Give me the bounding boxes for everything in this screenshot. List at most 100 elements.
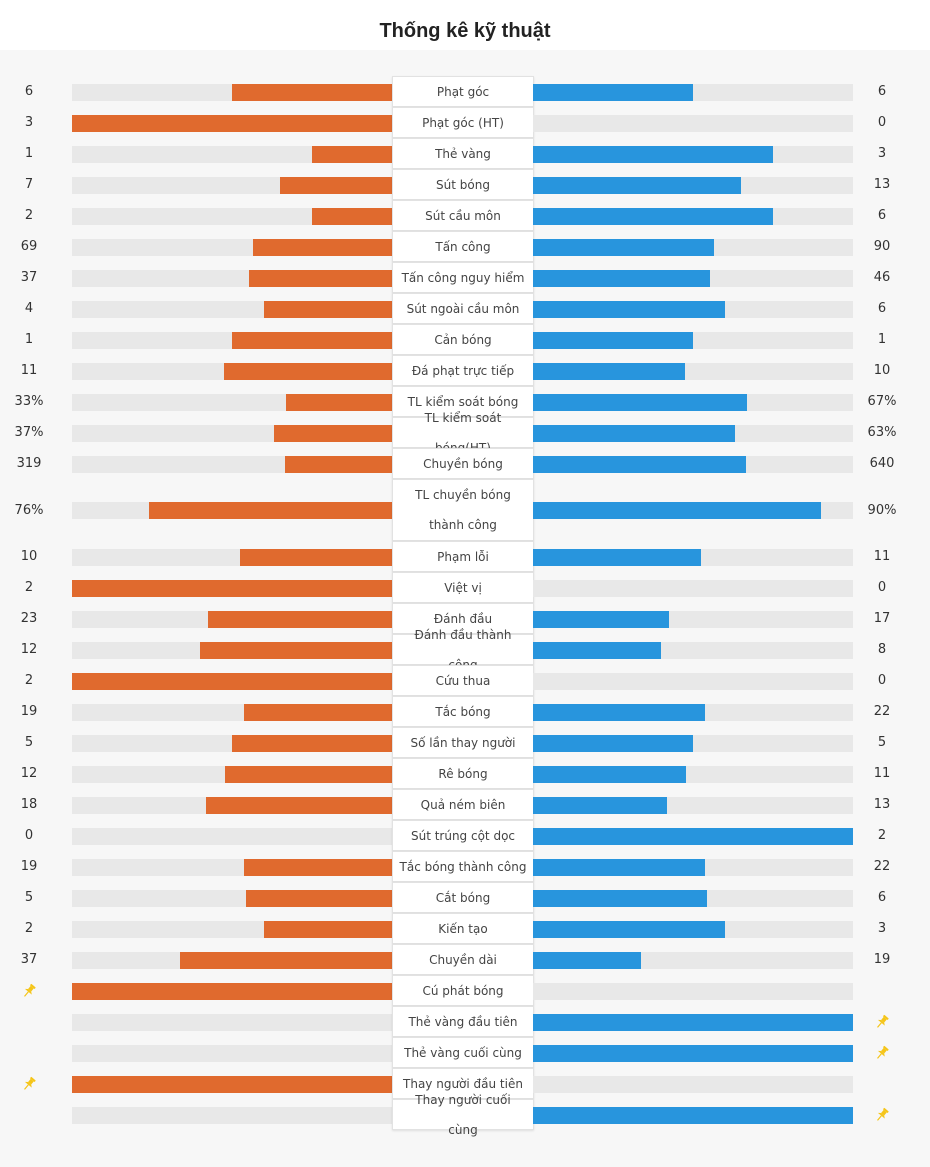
stat-label: Tấn công: [392, 231, 534, 262]
stat-label: Sút bóng: [392, 169, 534, 200]
stat-row: 12 Đánh đầu thành công 8: [0, 628, 930, 672]
home-bar-track: [72, 610, 392, 628]
stat-row: 5 Số lần thay người 5: [0, 727, 930, 758]
stat-label: Đánh đầu: [392, 603, 534, 634]
away-bar: [533, 269, 711, 287]
home-bar: [180, 951, 392, 969]
home-bar: [312, 145, 392, 163]
home-bar-track: [72, 579, 392, 597]
away-bar-track: [533, 734, 853, 752]
home-value: 1: [24, 332, 34, 347]
stat-label: Đá phạt trực tiếp: [392, 355, 534, 386]
home-value: 12: [20, 766, 38, 781]
away-bar-track: [533, 145, 853, 163]
away-value: [852, 1068, 912, 1099]
away-bar-track: [533, 858, 853, 876]
home-bar-track: [72, 269, 392, 287]
stat-label: Tắc bóng thành công: [392, 851, 534, 882]
home-bar: [72, 672, 392, 690]
stat-row: 12 Rê bóng 11: [0, 758, 930, 789]
away-bar: [533, 1013, 853, 1031]
away-bar-track: [533, 703, 853, 721]
home-bar: [232, 734, 392, 752]
pin-icon: [874, 1107, 890, 1123]
away-value: 46: [873, 270, 891, 285]
pin-icon: [874, 1014, 890, 1030]
away-bar-track: [533, 548, 853, 566]
away-value: 6: [877, 301, 887, 316]
away-bar-track: [533, 455, 853, 473]
away-bar-track: [533, 269, 853, 287]
home-bar-track: [72, 1013, 392, 1031]
home-bar: [148, 502, 392, 519]
away-bar: [533, 951, 642, 969]
away-value: 63%: [867, 425, 897, 440]
stat-label: Đánh đầu thành công: [392, 628, 534, 672]
home-bar-track: [72, 83, 392, 101]
away-bar: [533, 455, 747, 473]
away-bar: [533, 145, 773, 163]
away-bar: [533, 424, 735, 442]
home-bar-track: [72, 858, 392, 876]
away-value: 2: [877, 828, 887, 843]
stat-label: Sút ngoài cầu môn: [392, 293, 534, 324]
away-bar-track: [533, 83, 853, 101]
away-value: 22: [873, 859, 891, 874]
away-value: 0: [877, 673, 887, 688]
stat-label: Kiến tạo: [392, 913, 534, 944]
home-value: 12: [20, 642, 38, 657]
home-bar-track: [72, 238, 392, 256]
stat-row: 2 Cứu thua 0: [0, 665, 930, 696]
stat-row: 37 Tấn công nguy hiểm 46: [0, 262, 930, 293]
stat-row: 19 Tắc bóng 22: [0, 696, 930, 727]
home-bar-track: [72, 641, 392, 659]
home-value: 5: [24, 735, 34, 750]
away-pin-icon: [852, 1037, 912, 1068]
away-value: 8: [877, 642, 887, 657]
home-value: 2: [24, 673, 34, 688]
away-value: 3: [877, 921, 887, 936]
away-bar-track: [533, 1075, 853, 1093]
home-bar: [239, 548, 392, 566]
stat-label: Cú phát bóng: [392, 975, 534, 1006]
home-bar: [206, 796, 392, 814]
away-bar: [533, 362, 686, 380]
away-bar-track: [533, 951, 853, 969]
home-value: 11: [20, 363, 38, 378]
away-bar-track: [533, 672, 853, 690]
home-bar: [286, 393, 392, 411]
away-bar-track: [533, 641, 853, 659]
away-bar-track: [533, 424, 853, 442]
home-bar: [200, 641, 392, 659]
home-bar: [72, 982, 392, 1000]
home-value: 19: [20, 704, 38, 719]
stat-label: Thay người đầu tiên: [392, 1068, 534, 1099]
stat-row: 2 Sút cầu môn 6: [0, 200, 930, 231]
home-bar-track: [72, 502, 392, 519]
away-bar: [533, 1044, 853, 1062]
home-bar: [232, 331, 392, 349]
home-value: 2: [24, 208, 34, 223]
stat-label: Thẻ vàng đầu tiên: [392, 1006, 534, 1037]
stat-row: 19 Tắc bóng thành công 22: [0, 851, 930, 882]
stat-label: Phạt góc (HT): [392, 107, 534, 138]
stat-label: Cắt bóng: [392, 882, 534, 913]
home-bar-track: [72, 951, 392, 969]
stats-list: 6 Phạt góc 6 3 Phạt góc (HT) 0 1 Thẻ vàng 3 7 Sút …: [0, 76, 930, 1137]
home-bar-track: [72, 1044, 392, 1062]
stat-label: Thẻ vàng: [392, 138, 534, 169]
home-bar: [243, 703, 392, 721]
home-bar-track: [72, 703, 392, 721]
home-bar-track: [72, 765, 392, 783]
away-bar-track: [533, 393, 853, 411]
home-value: 4: [24, 301, 34, 316]
home-bar-track: [72, 827, 392, 845]
home-value: 0: [24, 828, 34, 843]
stat-label: Việt vị: [392, 572, 534, 603]
away-value: 640: [869, 456, 895, 471]
away-pin-icon: [852, 1099, 912, 1130]
stat-row: Thay người đầu tiên: [0, 1068, 930, 1099]
away-bar-track: [533, 207, 853, 225]
away-bar-track: [533, 889, 853, 907]
home-bar: [249, 269, 392, 287]
